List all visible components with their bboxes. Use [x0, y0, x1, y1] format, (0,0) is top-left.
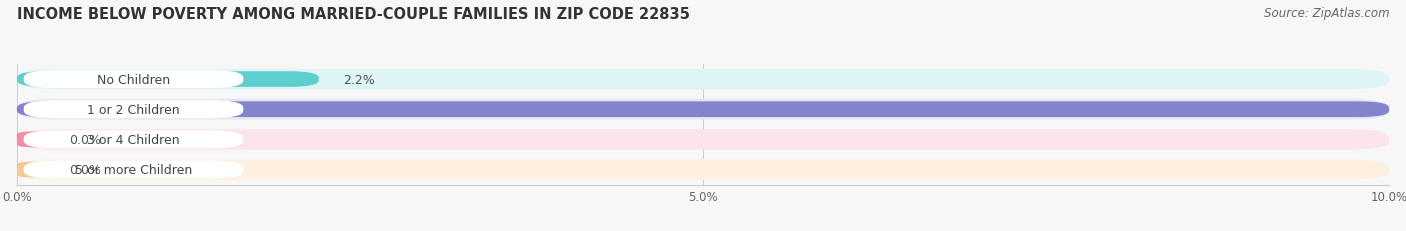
Text: 0.0%: 0.0% — [69, 163, 101, 176]
Text: 5 or more Children: 5 or more Children — [75, 163, 193, 176]
FancyBboxPatch shape — [24, 131, 243, 149]
FancyBboxPatch shape — [17, 160, 1389, 180]
Text: 3 or 4 Children: 3 or 4 Children — [87, 133, 180, 146]
FancyBboxPatch shape — [24, 101, 243, 119]
Text: 2.2%: 2.2% — [343, 73, 375, 86]
Text: 0.0%: 0.0% — [69, 133, 101, 146]
Text: No Children: No Children — [97, 73, 170, 86]
FancyBboxPatch shape — [17, 72, 319, 88]
FancyBboxPatch shape — [17, 102, 1389, 118]
FancyBboxPatch shape — [17, 130, 1389, 150]
Text: Source: ZipAtlas.com: Source: ZipAtlas.com — [1264, 7, 1389, 20]
FancyBboxPatch shape — [17, 162, 51, 178]
FancyBboxPatch shape — [24, 161, 243, 179]
FancyBboxPatch shape — [24, 71, 243, 89]
FancyBboxPatch shape — [17, 132, 51, 148]
Text: INCOME BELOW POVERTY AMONG MARRIED-COUPLE FAMILIES IN ZIP CODE 22835: INCOME BELOW POVERTY AMONG MARRIED-COUPL… — [17, 7, 690, 22]
FancyBboxPatch shape — [17, 70, 1389, 90]
FancyBboxPatch shape — [17, 100, 1389, 120]
Text: 1 or 2 Children: 1 or 2 Children — [87, 103, 180, 116]
